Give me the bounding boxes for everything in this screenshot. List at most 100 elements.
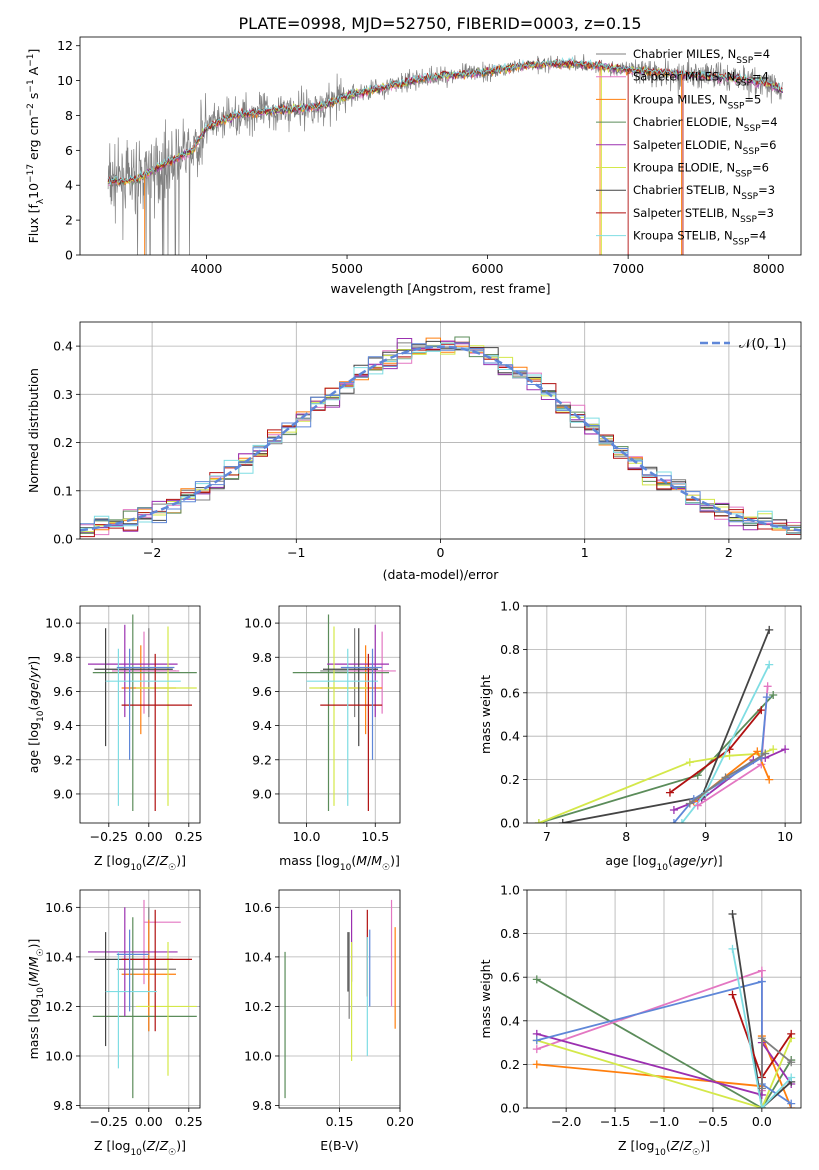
label-part: )]	[713, 853, 723, 868]
weight-lines	[534, 625, 790, 823]
label-part: 10	[36, 987, 46, 999]
label-part: yr	[26, 665, 41, 679]
axes-frame	[79, 36, 802, 256]
y-tick-label: 0.4	[500, 729, 520, 744]
histogram-step	[80, 342, 801, 534]
label-part: Chabrier MILES,	[633, 47, 728, 61]
x-tick-label: 10	[777, 829, 793, 844]
x-tick-label: −1	[287, 545, 305, 560]
weight-marker	[728, 909, 737, 918]
weight-lines	[532, 909, 796, 1108]
label-part: )]	[390, 853, 400, 868]
x-axis-label: Z [log10(Z/Z☉)]	[94, 853, 186, 873]
label-part: N	[726, 70, 735, 84]
weight-line	[536, 1037, 793, 1108]
label-part: (	[666, 1138, 671, 1153]
weight-marker	[757, 1104, 766, 1108]
label-part: SSP	[733, 238, 750, 248]
weight-marker	[532, 1045, 541, 1054]
axes-frame	[526, 605, 802, 824]
axes-frame	[79, 605, 201, 824]
errorbars	[88, 614, 197, 812]
label-part: −17	[26, 164, 36, 183]
y-tick-label: 0	[65, 248, 73, 263]
x-axis-label: age [log10(age/yr)]	[605, 853, 722, 873]
x-tick-label: −1.0	[649, 1114, 679, 1129]
model-line	[107, 58, 784, 185]
label-part: N	[733, 183, 742, 197]
label-part: λ	[36, 198, 46, 204]
label-part: Z [log	[618, 1138, 654, 1153]
y-tick-label: 10.4	[244, 949, 272, 964]
x-tick-label: 0.25	[175, 1114, 203, 1129]
weight-marker	[757, 1084, 766, 1093]
label-part: Z	[670, 1138, 680, 1153]
weight-marker	[685, 758, 694, 767]
x-tick-label: 6000	[472, 261, 504, 276]
label-part: ☉	[692, 1148, 700, 1158]
spectrum-data	[107, 54, 784, 255]
label-part: )]	[176, 853, 186, 868]
label-part: SSP	[735, 170, 752, 180]
weight-marker	[532, 1060, 541, 1069]
label-part: SSP	[740, 215, 757, 225]
y-tick-label: 0.4	[500, 1013, 520, 1028]
weight-marker	[532, 975, 541, 984]
weight-line	[731, 948, 792, 1108]
label-part: 10	[130, 1148, 142, 1158]
label-part: M	[371, 853, 382, 868]
y-tick-label: 0.0	[53, 532, 73, 547]
y-tick-label: 9.8	[252, 1098, 272, 1113]
label-part: Z	[146, 1138, 156, 1153]
label-part: /	[26, 966, 41, 971]
y-tick-label: 1.0	[500, 883, 520, 898]
model-line	[107, 56, 784, 185]
label-part: mass [log	[279, 853, 340, 868]
x-tick-label: 8000	[753, 261, 785, 276]
weight-line	[673, 697, 768, 823]
weight-marker	[787, 1058, 796, 1067]
x-tick-label: −0.25	[90, 829, 128, 844]
label-part: M	[356, 853, 367, 868]
label-part: =4	[761, 115, 778, 129]
weight-marker	[762, 693, 771, 702]
label-part: SSP	[735, 79, 752, 89]
x-axis-label: E(B-V)	[320, 1138, 359, 1153]
y-tick-label: 0.1	[53, 483, 73, 498]
label-part: Z	[683, 1138, 693, 1153]
label-part: yr	[699, 853, 713, 868]
model-line	[107, 59, 685, 187]
label-part: Z	[146, 853, 156, 868]
y-tick-label: 0.2	[53, 435, 73, 450]
y-tick-label: 10.0	[244, 616, 272, 631]
x-tick-label: 0.20	[386, 1114, 414, 1129]
weight-marker	[693, 801, 702, 810]
label-part: )]	[700, 1138, 710, 1153]
weight-marker	[757, 1034, 766, 1043]
weight-marker	[757, 966, 766, 975]
x-tick-label: 2	[725, 545, 733, 560]
label-part: N	[728, 47, 737, 61]
label-part: =4	[753, 47, 770, 61]
y-tick-label: 9.0	[53, 786, 73, 801]
weight-marker	[763, 682, 772, 691]
weight-marker	[769, 690, 778, 699]
label-part: SSP	[736, 56, 753, 66]
label-part: N	[735, 115, 744, 129]
y-tick-label: 6	[65, 143, 73, 158]
y-tick-label: 10	[57, 73, 73, 88]
y-axis-label: Normed distribution	[26, 368, 41, 493]
label-part: (	[26, 982, 41, 987]
x-axis-label: mass [log10(M/M☉)]	[279, 853, 400, 873]
axes-frame	[79, 321, 802, 540]
x-tick-label: 0.00	[135, 1114, 163, 1129]
label-part: Kroupa MILES,	[633, 92, 719, 106]
x-tick-label: 10.5	[361, 829, 389, 844]
label-part: )]	[26, 939, 41, 949]
y-tick-label: 0.0	[500, 816, 520, 831]
y-tick-label: 10.6	[45, 900, 73, 915]
label-part: mass [log	[26, 999, 41, 1060]
label-part: /	[155, 853, 160, 868]
